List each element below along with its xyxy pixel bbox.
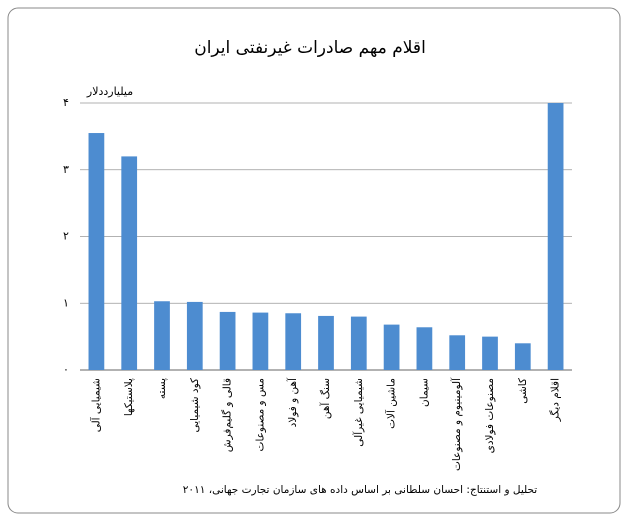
frame xyxy=(7,7,621,514)
bar xyxy=(383,324,400,370)
source-note: تحلیل و استنتاج: احسان سلطانی بر اساس دا… xyxy=(183,484,537,496)
bar xyxy=(449,335,466,370)
bar xyxy=(416,327,433,370)
x-tick-label: کود شیمیایی xyxy=(189,378,201,433)
bar xyxy=(154,301,170,370)
x-tick-label: سیمان xyxy=(418,378,430,407)
x-tick-label: پسته xyxy=(156,378,168,399)
bar xyxy=(547,103,564,370)
y-tick-label: ۲ xyxy=(63,230,69,243)
y-tick-label: ۳ xyxy=(63,163,69,176)
x-tick-label: سنگ آهن xyxy=(319,378,332,419)
chart-title: اقلام مهم صادرات غیرنفتی ایران xyxy=(194,38,426,58)
x-tick-label: اقلام دیگر xyxy=(549,378,562,422)
x-tick-label: آلومینیوم و مصنوعات xyxy=(450,377,463,471)
x-tick-label: ماشین آلات xyxy=(385,378,398,429)
x-tick-label: شیمیایی غیرآلی xyxy=(352,378,365,447)
y-tick-label: ۱ xyxy=(63,296,69,309)
bar xyxy=(285,313,302,370)
x-tick-label: پلاستیکها xyxy=(123,378,135,416)
x-tick-label: شیمیایی آلی xyxy=(89,378,102,432)
y-tick-label: ۴ xyxy=(63,96,69,109)
x-tick-label: آهن و فولاد xyxy=(286,377,299,427)
bar xyxy=(186,301,203,370)
bar xyxy=(252,312,269,370)
x-tick-label: قالی و گلیم‌فرش xyxy=(221,378,234,452)
bar xyxy=(121,156,138,370)
bar xyxy=(350,316,367,370)
y-axis-label: میلیارددلار xyxy=(86,85,133,98)
bar xyxy=(318,315,334,370)
bar xyxy=(219,311,236,370)
x-tick-label: مس و مصنوعات xyxy=(254,378,266,451)
bar xyxy=(482,336,498,370)
y-tick-label: ۰ xyxy=(63,363,69,376)
bar xyxy=(88,133,105,370)
x-tick-label: مصنوعات فولادی xyxy=(484,378,496,453)
x-tick-label: کاشی xyxy=(517,378,529,404)
bar xyxy=(514,343,531,370)
